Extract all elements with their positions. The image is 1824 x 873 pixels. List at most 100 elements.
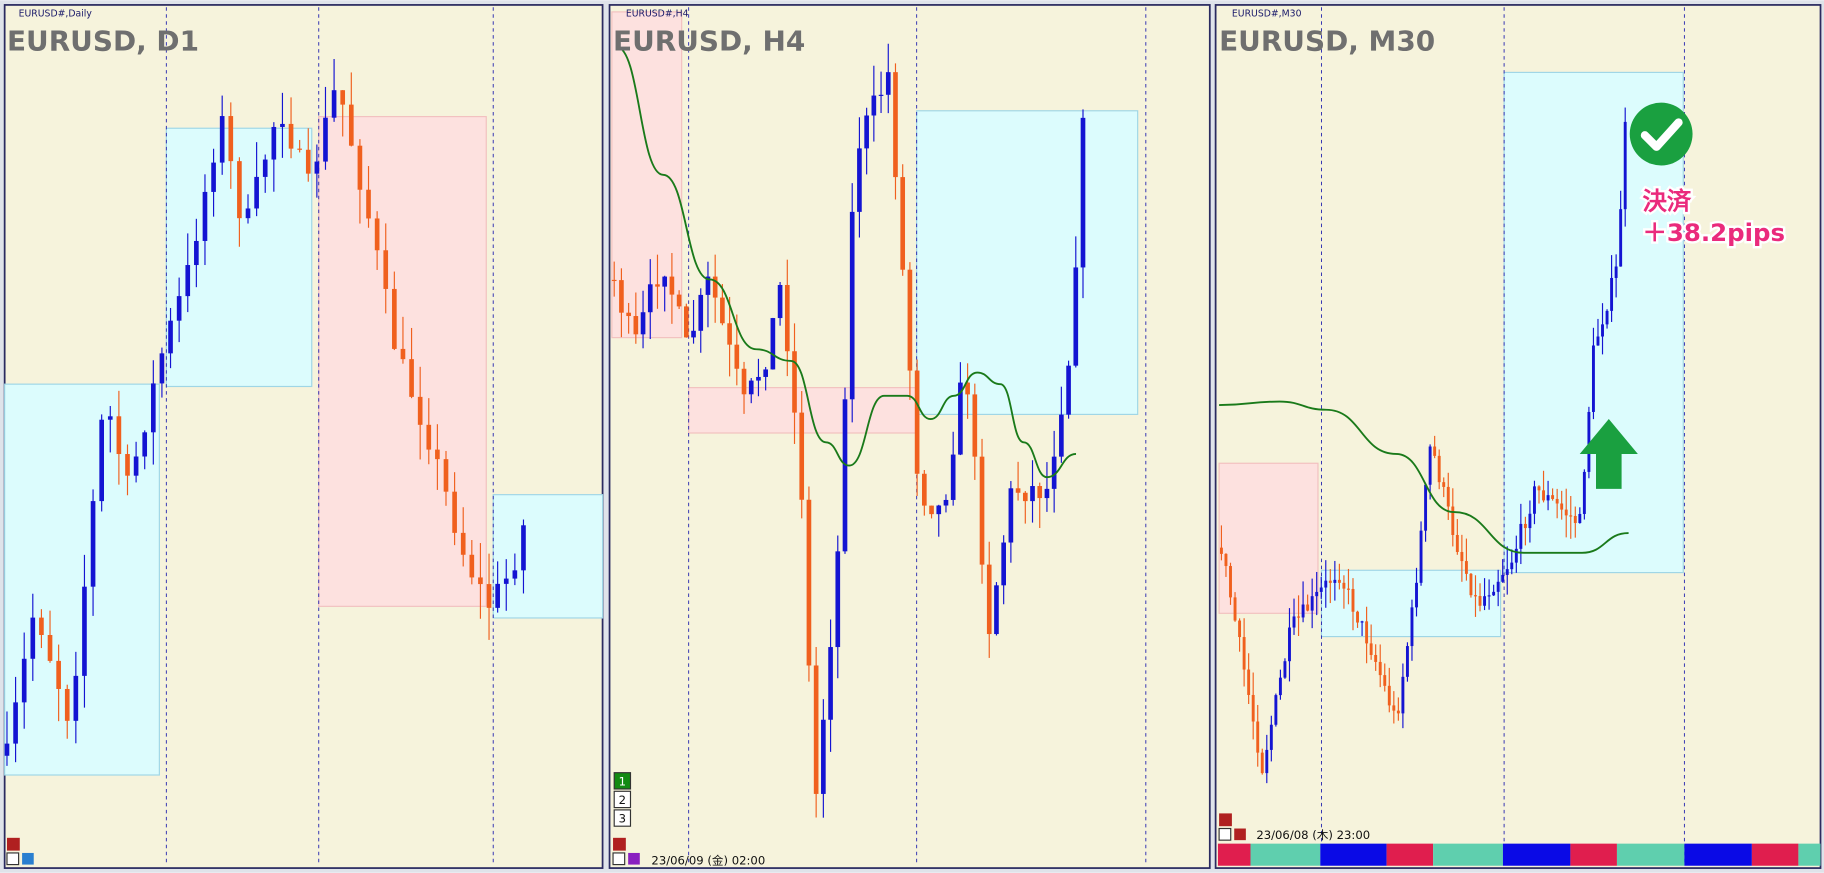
candle-body bbox=[1578, 513, 1582, 524]
candle-body bbox=[374, 218, 380, 251]
candle-body bbox=[770, 318, 776, 370]
overlays: EURUSD#,Daily EURUSD, D1 EURUSD#,H4 EURU… bbox=[6, 9, 1787, 868]
candle-body bbox=[357, 145, 363, 190]
status-segment bbox=[1684, 843, 1752, 866]
candle-body bbox=[150, 383, 156, 433]
order-number: 1 bbox=[619, 774, 626, 788]
candle-body bbox=[245, 208, 251, 219]
close-button[interactable] bbox=[612, 852, 626, 866]
candle-body bbox=[1347, 588, 1350, 590]
candle-body bbox=[460, 532, 466, 555]
color-button[interactable] bbox=[22, 852, 34, 865]
candle-body bbox=[1433, 446, 1437, 456]
candle-body bbox=[1596, 336, 1600, 346]
candle-body bbox=[1410, 607, 1414, 647]
candle-body bbox=[849, 211, 855, 400]
candle-body bbox=[821, 719, 826, 794]
candle-body bbox=[1591, 345, 1595, 412]
candle-body bbox=[1310, 596, 1314, 611]
candle-body bbox=[1219, 547, 1223, 554]
minus-button[interactable] bbox=[1219, 813, 1232, 827]
candle-body bbox=[288, 123, 294, 149]
candle-body bbox=[799, 412, 805, 500]
candle-body bbox=[1569, 515, 1573, 517]
candle-body bbox=[13, 702, 18, 744]
candle-body bbox=[1555, 498, 1559, 504]
candle-body bbox=[435, 449, 440, 460]
candle-body bbox=[366, 189, 371, 219]
candle-body bbox=[1474, 595, 1477, 597]
candle-body bbox=[1537, 486, 1541, 491]
candle-body bbox=[1265, 749, 1269, 774]
candle-body bbox=[159, 353, 165, 384]
candle-body bbox=[1601, 324, 1604, 337]
candle-body bbox=[512, 570, 518, 579]
candle-body bbox=[1247, 669, 1251, 695]
candle-body bbox=[271, 126, 277, 160]
candle-body bbox=[878, 94, 884, 96]
check-mark bbox=[1640, 118, 1683, 151]
chart-panels bbox=[3, 4, 1822, 869]
candle-body bbox=[972, 394, 978, 457]
minus-button[interactable] bbox=[613, 837, 626, 851]
status-segment bbox=[1386, 843, 1434, 866]
candle-body bbox=[1610, 277, 1614, 311]
candle-body bbox=[619, 280, 624, 313]
candle-body bbox=[1066, 365, 1071, 415]
candle-body bbox=[900, 177, 906, 270]
symbol-label: EURUSD#,Daily bbox=[19, 9, 93, 20]
order-button[interactable] bbox=[613, 790, 632, 809]
candle-body bbox=[958, 382, 963, 455]
candle-body bbox=[1496, 581, 1500, 592]
order-button[interactable] bbox=[613, 772, 632, 790]
symbol-label: EURUSD#,M30 bbox=[1232, 9, 1302, 20]
order-button[interactable] bbox=[613, 809, 632, 827]
candle-body bbox=[297, 148, 302, 150]
color-button[interactable] bbox=[1234, 828, 1246, 841]
candle-body bbox=[1229, 566, 1232, 598]
candle-body bbox=[756, 376, 761, 381]
candle-body bbox=[1392, 705, 1396, 711]
candle-body bbox=[965, 382, 970, 395]
candle-body bbox=[107, 416, 113, 420]
status-segment bbox=[1502, 843, 1571, 866]
candle-body bbox=[1383, 675, 1387, 686]
up-arrow bbox=[1579, 419, 1638, 489]
candle-body bbox=[943, 499, 949, 506]
close-button[interactable] bbox=[1218, 827, 1232, 841]
candle-body bbox=[1356, 611, 1359, 623]
candle-body bbox=[1478, 596, 1482, 606]
candle-body bbox=[64, 688, 70, 721]
order-number: 3 bbox=[619, 812, 626, 826]
date-label: 23/06/08 (木) 23:00 bbox=[1256, 828, 1370, 842]
candle-body bbox=[1242, 637, 1246, 670]
color-button[interactable] bbox=[628, 852, 640, 865]
candle-body bbox=[871, 95, 877, 116]
moving-average bbox=[1219, 400, 1629, 554]
candle-body bbox=[1015, 488, 1021, 493]
candle-body bbox=[748, 380, 754, 395]
candle-body bbox=[647, 284, 653, 313]
candle-body bbox=[1587, 411, 1591, 472]
candle-body bbox=[1451, 506, 1455, 535]
candle-body bbox=[314, 161, 320, 174]
minus-button[interactable] bbox=[6, 837, 20, 851]
moving-average bbox=[616, 45, 1077, 479]
candle-body bbox=[409, 359, 414, 397]
candle-body bbox=[73, 675, 79, 721]
candle-body bbox=[640, 312, 646, 335]
candle-body bbox=[1401, 676, 1405, 714]
candle-body bbox=[979, 456, 985, 565]
candle-body bbox=[305, 149, 311, 174]
candle-body bbox=[194, 240, 199, 266]
chart-title: EURUSD, H4 bbox=[613, 24, 805, 57]
candle-body bbox=[712, 276, 718, 298]
candle-body bbox=[1288, 627, 1291, 662]
order-number: 2 bbox=[619, 793, 626, 807]
candle-body bbox=[1324, 580, 1328, 588]
candle-body bbox=[331, 90, 337, 118]
close-button[interactable] bbox=[6, 852, 20, 866]
candle-body bbox=[986, 564, 992, 635]
candle-body bbox=[885, 72, 891, 95]
